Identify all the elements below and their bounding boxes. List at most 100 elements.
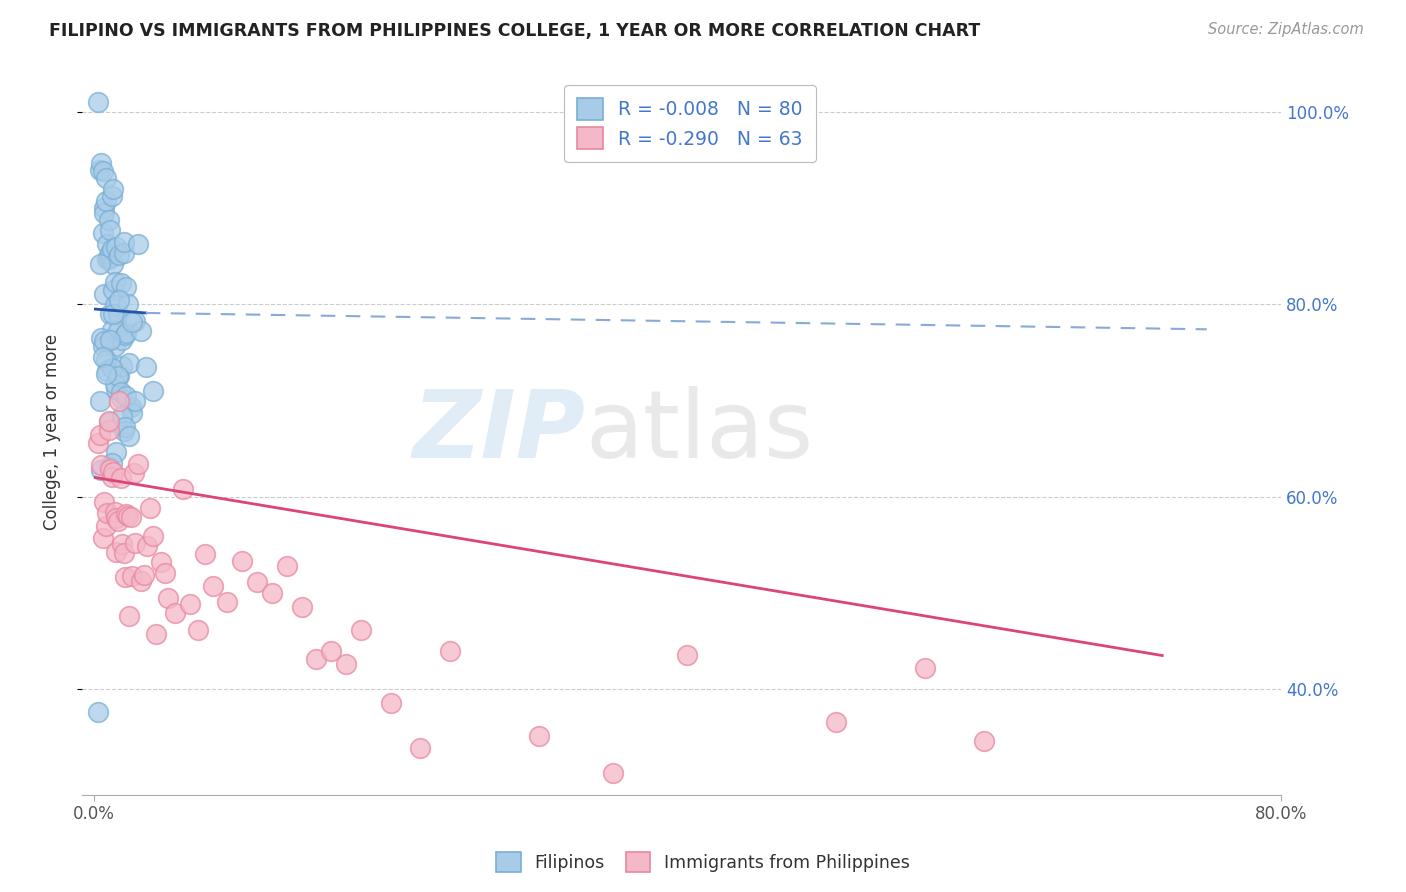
Point — [973, 734, 995, 748]
Point — [98, 334, 121, 348]
Point — [105, 511, 128, 525]
Point — [108, 368, 131, 383]
Point — [121, 569, 143, 583]
Point — [101, 257, 124, 271]
Point — [115, 389, 138, 403]
Point — [134, 567, 156, 582]
Point — [91, 531, 114, 545]
Point — [380, 696, 402, 710]
Point — [118, 609, 141, 624]
Point — [97, 460, 120, 475]
Point — [89, 163, 111, 178]
Point — [87, 435, 110, 450]
Point — [98, 245, 121, 260]
Point — [101, 182, 124, 196]
Point — [145, 627, 167, 641]
Point — [439, 644, 461, 658]
Point — [96, 237, 118, 252]
Point — [527, 729, 550, 743]
Point — [139, 501, 162, 516]
Point — [91, 339, 114, 353]
Point — [217, 595, 239, 609]
Point — [118, 429, 141, 443]
Point — [108, 394, 131, 409]
Point — [110, 385, 132, 400]
Point — [824, 714, 846, 729]
Point — [101, 283, 124, 297]
Point — [96, 506, 118, 520]
Point — [122, 466, 145, 480]
Point — [98, 307, 121, 321]
Point — [89, 428, 111, 442]
Point — [100, 242, 122, 256]
Point — [101, 307, 124, 321]
Point — [276, 559, 298, 574]
Point — [94, 367, 117, 381]
Point — [97, 423, 120, 437]
Point — [127, 457, 149, 471]
Point — [124, 536, 146, 550]
Point — [157, 591, 180, 606]
Point — [112, 235, 135, 250]
Point — [94, 353, 117, 368]
Point — [676, 648, 699, 662]
Point — [131, 574, 153, 588]
Point — [105, 382, 128, 396]
Point — [105, 240, 128, 254]
Point — [100, 456, 122, 470]
Point — [350, 623, 373, 637]
Point — [305, 652, 328, 666]
Legend: R = -0.008   N = 80, R = -0.290   N = 63: R = -0.008 N = 80, R = -0.290 N = 63 — [564, 85, 815, 162]
Point — [97, 414, 120, 428]
Point — [260, 586, 283, 600]
Point — [914, 661, 936, 675]
Y-axis label: College, 1 year or more: College, 1 year or more — [44, 334, 60, 530]
Point — [107, 368, 129, 383]
Point — [105, 445, 128, 459]
Point — [121, 406, 143, 420]
Point — [131, 324, 153, 338]
Point — [107, 324, 129, 338]
Point — [104, 275, 127, 289]
Point — [153, 566, 176, 580]
Point — [104, 505, 127, 519]
Point — [149, 555, 172, 569]
Point — [111, 537, 134, 551]
Point — [100, 470, 122, 484]
Point — [93, 334, 115, 349]
Point — [94, 194, 117, 209]
Text: ZIP: ZIP — [412, 386, 585, 478]
Point — [90, 331, 112, 345]
Point — [124, 314, 146, 328]
Point — [115, 280, 138, 294]
Point — [107, 514, 129, 528]
Point — [201, 579, 224, 593]
Point — [114, 327, 136, 342]
Point — [96, 363, 118, 377]
Point — [98, 462, 121, 476]
Point — [111, 409, 134, 423]
Point — [89, 257, 111, 271]
Point — [121, 315, 143, 329]
Point — [100, 323, 122, 337]
Point — [114, 419, 136, 434]
Point — [194, 548, 217, 562]
Point — [104, 297, 127, 311]
Point — [117, 509, 139, 524]
Point — [90, 458, 112, 472]
Point — [112, 546, 135, 560]
Point — [135, 360, 157, 375]
Point — [124, 394, 146, 409]
Point — [127, 236, 149, 251]
Point — [90, 463, 112, 477]
Point — [115, 326, 138, 341]
Point — [87, 705, 110, 719]
Point — [335, 657, 357, 671]
Point — [97, 212, 120, 227]
Point — [136, 539, 159, 553]
Point — [98, 223, 121, 237]
Point — [89, 393, 111, 408]
Point — [108, 293, 131, 307]
Point — [94, 171, 117, 186]
Point — [142, 384, 165, 398]
